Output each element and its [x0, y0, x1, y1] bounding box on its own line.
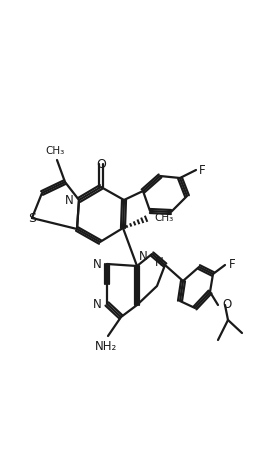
- Text: CH₃: CH₃: [45, 146, 64, 156]
- Text: O: O: [96, 157, 106, 171]
- Text: N: N: [155, 256, 164, 269]
- Text: NH₂: NH₂: [95, 340, 117, 353]
- Text: F: F: [229, 258, 236, 272]
- Text: N: N: [93, 298, 102, 310]
- Text: F: F: [199, 164, 206, 176]
- Text: CH₃: CH₃: [154, 213, 173, 223]
- Text: N: N: [65, 193, 74, 207]
- Text: N: N: [139, 250, 148, 263]
- Text: O: O: [222, 299, 231, 311]
- Text: S: S: [28, 211, 36, 225]
- Text: N: N: [93, 257, 102, 271]
